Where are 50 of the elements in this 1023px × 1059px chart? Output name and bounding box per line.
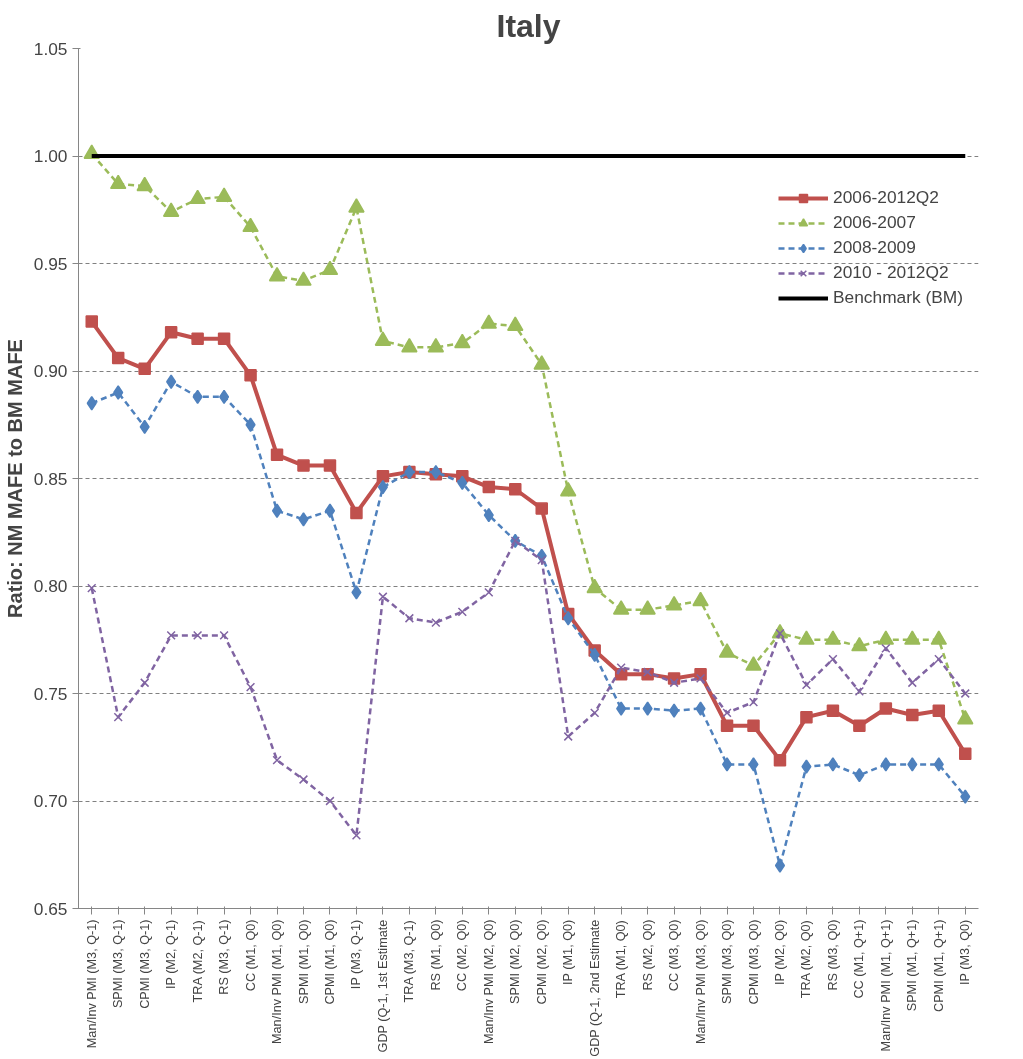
x-tick-label: RS (M3, Q-1) [217,919,232,995]
x-tick-label: CC (M2, Q0) [455,919,470,992]
y-tick-label: 1.05 [33,38,68,59]
x-tick-label: IP (M3, Q0) [958,919,973,985]
x-tick-label: Man/Inv PMI (M1, Q+1) [878,919,893,1052]
y-tick-label: 0.85 [33,468,68,489]
x-tick-label: TRA (M2, Q-1) [190,920,205,1003]
x-tick-label: CPMI (M1, Q0) [322,919,337,1005]
x-tick-label: CPMI (M3, Q0) [746,919,761,1005]
x-tick-label: IP (M2, Q0) [772,919,787,985]
y-tick-label: 0.65 [33,898,68,919]
y-tick-label: 0.90 [33,361,68,381]
x-tick-label: SPMI (M1, Q+1) [905,919,920,1012]
x-tick-label: TRA (M2, Q0) [799,920,814,999]
x-tick-label: IP (M2, Q-1) [164,919,179,990]
x-tick-label: TRA (M1, Q0) [614,920,629,999]
x-tick-label: CC (M1, Q+1) [852,919,867,999]
x-tick-label: IP (M3, Q-1) [349,919,364,990]
y-tick-label: 0.75 [33,683,68,704]
x-tick-label: Man/Inv PMI (M3, Q0) [693,919,708,1044]
x-tick-label: SPMI (M3, Q0) [720,919,735,1004]
x-tick-label: CPMI (M2, Q0) [534,919,549,1005]
x-tick-label: GDP (Q-1, 1st Estimate [375,919,390,1053]
x-tick-label: SPMI (M1, Q0) [296,919,311,1004]
legend-label: 2008-2009 [833,237,916,258]
y-tick-label: 1.00 [33,146,68,166]
x-tick-label: CC (M1, Q0) [243,919,258,992]
x-tick-label: Man/Inv PMI (M1, Q0) [270,919,285,1044]
legend-label: 2010 - 2012Q2 [833,262,949,283]
y-tick-label: 0.95 [33,253,68,274]
x-tick-label: CPMI (M3, Q-1) [137,919,152,1009]
x-tick-label: TRA (M3, Q-1) [402,920,417,1003]
legend-label: Benchmark (BM) [833,287,963,308]
x-tick-label: SPMI (M2, Q0) [508,919,523,1004]
x-tick-label: IP (M1, Q0) [561,919,576,985]
legend-label: 2006-2007 [833,212,916,233]
x-tick-label: CPMI (M1, Q+1) [931,919,946,1012]
x-tick-label: CC (M3, Q0) [667,919,682,992]
x-tick-label: RS (M1, Q0) [428,919,443,991]
y-tick-label: 0.80 [33,576,68,596]
x-tick-label: SPMI (M3, Q-1) [111,919,126,1009]
x-tick-label: RS (M2, Q0) [640,919,655,991]
x-tick-label: Man/Inv PMI (M3, Q-1) [84,919,99,1049]
y-axis-title: Ratio: NM MAFE to BM MAFE [3,339,26,618]
x-tick-label: GDP (Q-1, 2nd Estimate [587,919,602,1057]
x-tick-label: Man/Inv PMI (M2, Q0) [481,919,496,1044]
legend-label: 2006-2012Q2 [833,187,939,208]
chart-title: Italy [496,7,561,44]
y-tick-label: 0.70 [33,791,68,811]
x-tick-label: RS (M3, Q0) [825,919,840,991]
